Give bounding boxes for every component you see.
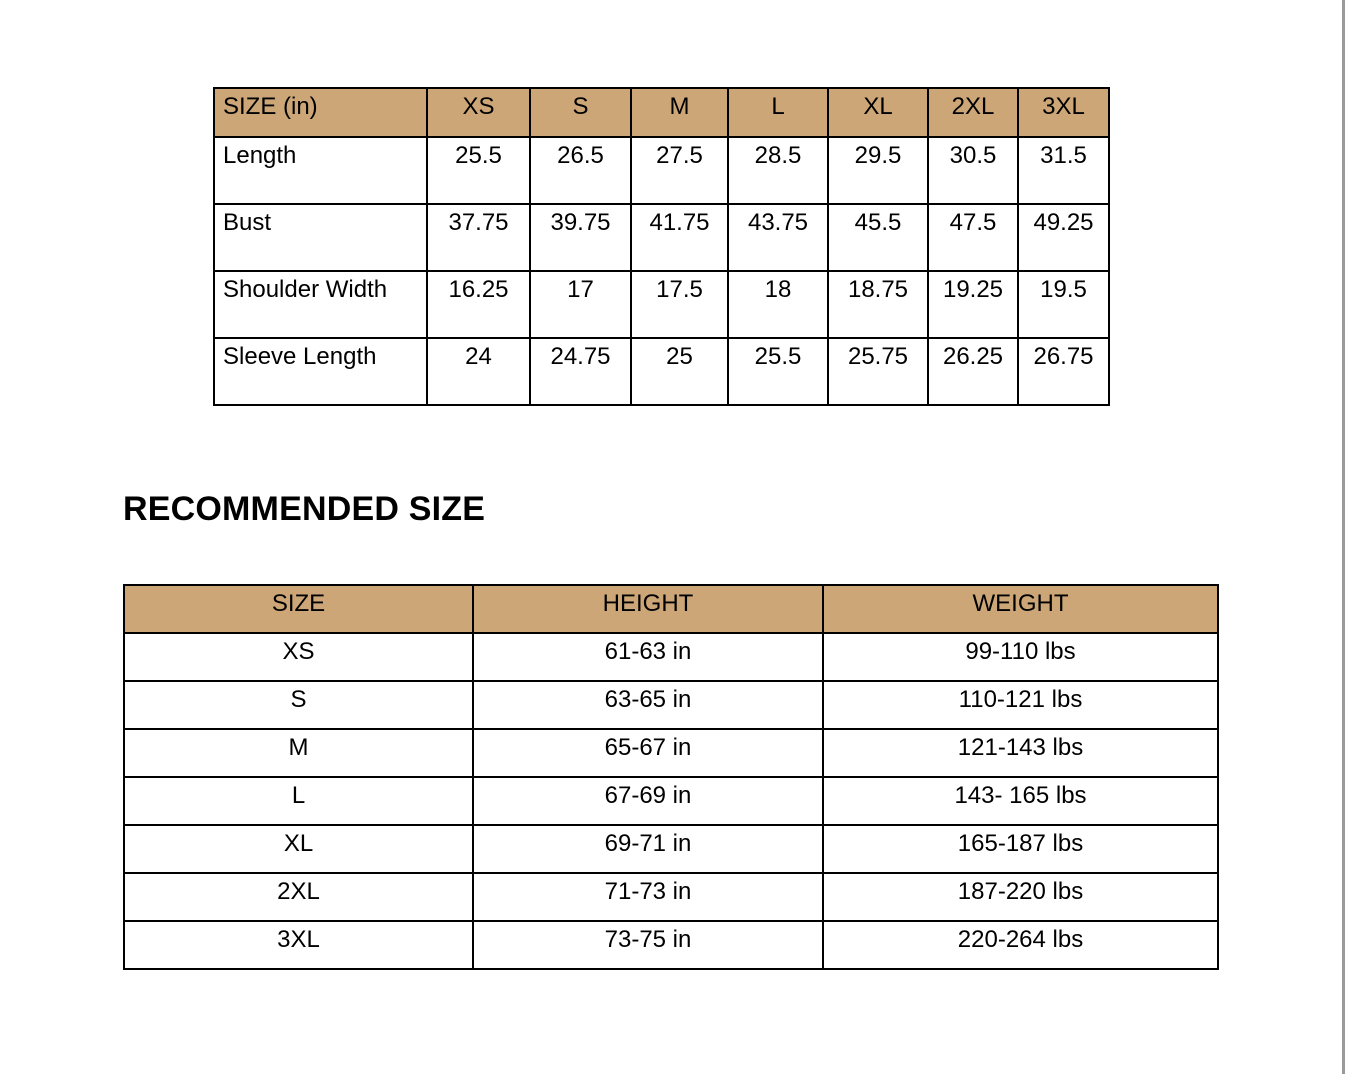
weight-cell: 110-121 lbs xyxy=(822,680,1219,730)
table-row: XS 61-63 in 99-110 lbs xyxy=(123,632,1219,682)
header-cell: S xyxy=(529,87,632,138)
measurement-cell: 26.5 xyxy=(529,136,632,205)
measurement-cell: 47.5 xyxy=(927,203,1019,272)
measurement-cell: 18 xyxy=(727,270,829,339)
header-cell: SIZE (in) xyxy=(213,87,428,138)
measurement-cell: 49.25 xyxy=(1017,203,1110,272)
size-cell: 2XL xyxy=(123,872,474,922)
measurement-cell: 28.5 xyxy=(727,136,829,205)
table-row: XL 69-71 in 165-187 lbs xyxy=(123,824,1219,874)
table-row: M 65-67 in 121-143 lbs xyxy=(123,728,1219,778)
recommended-size-heading: RECOMMENDED SIZE xyxy=(123,490,486,528)
row-label: Bust xyxy=(213,203,428,272)
header-cell: SIZE xyxy=(123,584,474,634)
page-edge-divider xyxy=(1342,0,1345,1074)
height-cell: 63-65 in xyxy=(472,680,824,730)
size-cell: L xyxy=(123,776,474,826)
measurement-cell: 24 xyxy=(426,337,531,406)
height-cell: 69-71 in xyxy=(472,824,824,874)
header-cell: M xyxy=(630,87,729,138)
table-row: L 67-69 in 143- 165 lbs xyxy=(123,776,1219,826)
size-cell: 3XL xyxy=(123,920,474,970)
measurement-cell: 41.75 xyxy=(630,203,729,272)
table-row: Sleeve Length 24 24.75 25 25.5 25.75 26.25 26.7… xyxy=(213,337,1110,406)
height-cell: 65-67 in xyxy=(472,728,824,778)
weight-cell: 165-187 lbs xyxy=(822,824,1219,874)
table-row: Bust 37.75 39.75 41.75 43.75 45.5 47.5 49.25 xyxy=(213,203,1110,272)
measurement-cell: 25.75 xyxy=(827,337,929,406)
measurement-cell: 25 xyxy=(630,337,729,406)
size-cell: XL xyxy=(123,824,474,874)
size-cell: M xyxy=(123,728,474,778)
weight-cell: 121-143 lbs xyxy=(822,728,1219,778)
header-cell: L xyxy=(727,87,829,138)
measurement-cell: 43.75 xyxy=(727,203,829,272)
measurement-cell: 45.5 xyxy=(827,203,929,272)
table-row: Length 25.5 26.5 27.5 28.5 29.5 30.5 31.5 xyxy=(213,136,1110,205)
measurement-cell: 31.5 xyxy=(1017,136,1110,205)
measurement-cell: 26.25 xyxy=(927,337,1019,406)
header-cell: XL xyxy=(827,87,929,138)
table-row: 2XL 71-73 in 187-220 lbs xyxy=(123,872,1219,922)
measurement-cell: 25.5 xyxy=(727,337,829,406)
table-row: Shoulder Width 16.25 17 17.5 18 18.75 19.25 19.… xyxy=(213,270,1110,339)
measurement-cell: 25.5 xyxy=(426,136,531,205)
row-label: Shoulder Width xyxy=(213,270,428,339)
size-chart-header-row: SIZE (in) XS S M L XL 2XL 3XL xyxy=(213,87,1110,138)
measurement-cell: 39.75 xyxy=(529,203,632,272)
size-cell: S xyxy=(123,680,474,730)
measurement-cell: 24.75 xyxy=(529,337,632,406)
height-cell: 73-75 in xyxy=(472,920,824,970)
weight-cell: 220-264 lbs xyxy=(822,920,1219,970)
measurement-cell: 30.5 xyxy=(927,136,1019,205)
size-chart-table: SIZE (in) XS S M L XL 2XL 3XL Length 25.5 26.5 27.5… xyxy=(213,87,1110,406)
header-cell: 3XL xyxy=(1017,87,1110,138)
size-cell: XS xyxy=(123,632,474,682)
measurement-cell: 29.5 xyxy=(827,136,929,205)
header-cell: WEIGHT xyxy=(822,584,1219,634)
recommended-size-table: SIZE HEIGHT WEIGHT XS 61-63 in 99-110 lbs S 63-… xyxy=(123,584,1219,970)
recommended-header-row: SIZE HEIGHT WEIGHT xyxy=(123,584,1219,634)
weight-cell: 99-110 lbs xyxy=(822,632,1219,682)
header-cell: 2XL xyxy=(927,87,1019,138)
table-row: 3XL 73-75 in 220-264 lbs xyxy=(123,920,1219,970)
measurement-cell: 37.75 xyxy=(426,203,531,272)
height-cell: 67-69 in xyxy=(472,776,824,826)
header-cell: XS xyxy=(426,87,531,138)
height-cell: 71-73 in xyxy=(472,872,824,922)
measurement-cell: 27.5 xyxy=(630,136,729,205)
row-label: Sleeve Length xyxy=(213,337,428,406)
measurement-cell: 18.75 xyxy=(827,270,929,339)
measurement-cell: 26.75 xyxy=(1017,337,1110,406)
measurement-cell: 16.25 xyxy=(426,270,531,339)
measurement-cell: 19.25 xyxy=(927,270,1019,339)
row-label: Length xyxy=(213,136,428,205)
weight-cell: 143- 165 lbs xyxy=(822,776,1219,826)
measurement-cell: 17 xyxy=(529,270,632,339)
table-row: S 63-65 in 110-121 lbs xyxy=(123,680,1219,730)
header-cell: HEIGHT xyxy=(472,584,824,634)
height-cell: 61-63 in xyxy=(472,632,824,682)
weight-cell: 187-220 lbs xyxy=(822,872,1219,922)
measurement-cell: 17.5 xyxy=(630,270,729,339)
measurement-cell: 19.5 xyxy=(1017,270,1110,339)
